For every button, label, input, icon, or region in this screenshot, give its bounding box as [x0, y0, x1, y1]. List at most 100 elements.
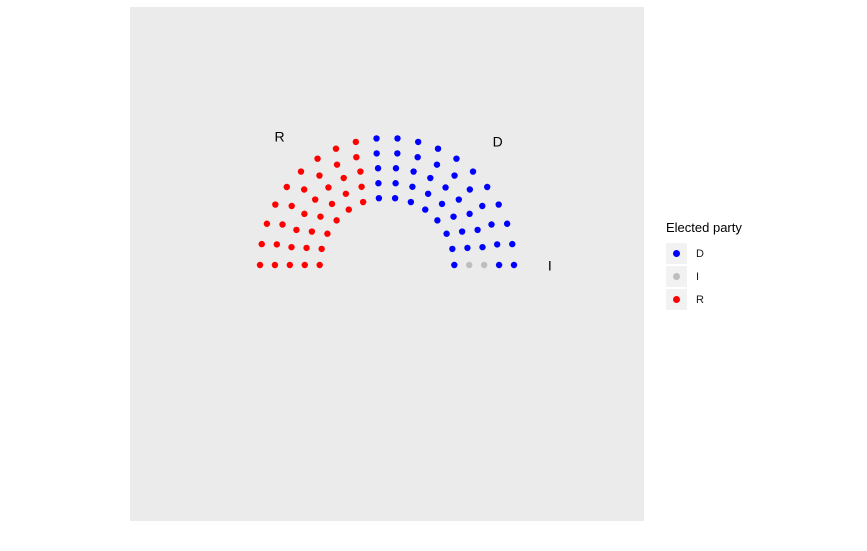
seat-d-row5-10: [422, 206, 429, 213]
legend-label-d: D: [696, 247, 704, 260]
legend-key-d: [666, 243, 687, 264]
seat-d-row2-9: [373, 150, 380, 157]
legend-key-i: [666, 266, 687, 287]
seat-d-row5-8: [391, 194, 399, 202]
parliament-chart: R D I: [256, 129, 552, 273]
seat-d-row2-11: [414, 154, 421, 161]
annotation-label-d: D: [493, 134, 503, 150]
seat-r-row4-3: [308, 228, 316, 235]
seat-d-row5-13: [449, 245, 456, 253]
legend-item-i: I: [666, 265, 742, 288]
seat-i-row3-18: [480, 261, 488, 269]
seat-r-row4-2: [303, 244, 310, 252]
seat-d-row3-15: [466, 210, 473, 218]
seat-d-row5-9: [407, 198, 415, 206]
seat-d-row3-16: [474, 226, 481, 234]
seat-d-row2-13: [451, 172, 458, 179]
seat-r-row5-4: [333, 217, 340, 224]
seat-r-row2-7: [333, 161, 341, 168]
legend-item-r: R: [666, 288, 742, 311]
seat-r-row2-6: [316, 172, 323, 179]
seat-r-row3-2: [288, 243, 295, 251]
legend-title: Elected party: [666, 220, 742, 235]
seat-d-row2-18: [495, 261, 503, 269]
seat-d-row1-20: [510, 261, 518, 269]
seat-d-row2-10: [394, 150, 401, 157]
seat-r-row4-1: [301, 261, 308, 269]
seat-r-row1-5: [283, 183, 290, 191]
seat-d-row4-12: [438, 200, 446, 208]
annotation-label-r: R: [274, 129, 284, 145]
legend-item-d: D: [666, 242, 742, 265]
seat-r-row4-7: [358, 183, 365, 190]
seat-r-row3-3: [293, 226, 300, 234]
seat-d-row1-17: [495, 201, 502, 208]
legend-key-r: [666, 289, 687, 310]
seat-d-row1-18: [503, 220, 511, 227]
seat-d-row2-17: [493, 241, 501, 248]
seat-d-row1-19: [509, 240, 516, 248]
seat-d-row3-9: [374, 165, 382, 172]
seat-d-row5-14: [451, 261, 458, 269]
seat-r-row2-2: [273, 241, 281, 248]
seat-i-row4-16: [466, 261, 473, 269]
seat-r-row5-5: [345, 206, 352, 213]
seat-r-row4-6: [342, 190, 350, 197]
seat-r-row2-1: [271, 261, 279, 269]
seat-d-row3-12: [427, 174, 434, 182]
seat-d-row1-10: [373, 135, 380, 142]
legend-dot-i: [673, 273, 680, 280]
seat-r-row5-3: [324, 230, 331, 237]
seat-r-row3-6: [325, 184, 332, 191]
seat-d-row1-14: [453, 155, 460, 162]
seat-d-row2-16: [488, 221, 495, 228]
seat-d-row2-12: [433, 161, 441, 168]
seat-r-row1-8: [332, 145, 340, 152]
seat-d-row5-7: [375, 194, 383, 202]
seat-r-row3-8: [357, 168, 364, 175]
seat-d-row1-11: [394, 135, 401, 142]
seat-r-row2-8: [353, 154, 360, 161]
seat-r-row2-3: [279, 221, 286, 228]
seat-r-row1-1: [256, 261, 264, 269]
seat-r-row5-2: [318, 245, 325, 253]
annotation-label-i: I: [548, 257, 552, 273]
seat-d-row5-11: [434, 217, 441, 224]
seat-d-row4-10: [409, 183, 416, 190]
seat-r-row1-6: [297, 168, 305, 175]
seat-d-row5-12: [443, 230, 450, 237]
seat-r-row3-4: [301, 210, 308, 218]
seat-d-row3-10: [392, 165, 400, 172]
seat-d-row4-11: [424, 190, 432, 197]
seat-d-row2-15: [479, 202, 486, 210]
legend-dot-d: [673, 250, 680, 257]
seat-r-row4-5: [328, 200, 336, 208]
seat-d-row4-13: [450, 213, 457, 220]
seat-d-row1-15: [469, 168, 477, 175]
seat-d-row4-14: [458, 228, 466, 235]
seat-r-row1-7: [314, 155, 321, 162]
seat-d-row3-11: [410, 168, 417, 175]
seat-d-row1-12: [414, 138, 422, 146]
legend-dot-r: [673, 296, 680, 303]
plot-panel: R D I: [130, 7, 644, 521]
seat-r-row1-4: [272, 201, 279, 208]
seat-d-row3-14: [455, 196, 462, 203]
seat-r-row3-1: [286, 261, 294, 269]
seat-r-row1-2: [258, 240, 265, 248]
legend: Elected party D I R: [666, 220, 742, 311]
seat-d-row3-13: [442, 184, 449, 191]
seat-r-row4-4: [317, 213, 324, 220]
seat-d-row4-9: [392, 180, 399, 187]
seat-d-row2-14: [466, 186, 474, 193]
seat-d-row1-16: [484, 183, 491, 191]
seat-r-row3-7: [340, 174, 347, 182]
seat-d-row4-15: [464, 244, 471, 252]
seat-r-row5-6: [359, 198, 367, 206]
seat-r-row5-1: [316, 261, 323, 269]
seat-d-row1-13: [434, 145, 442, 152]
seat-d-row3-17: [479, 243, 486, 251]
seat-d-row4-8: [375, 180, 382, 187]
seat-r-row3-5: [312, 196, 319, 203]
seat-r-row2-5: [300, 186, 308, 193]
